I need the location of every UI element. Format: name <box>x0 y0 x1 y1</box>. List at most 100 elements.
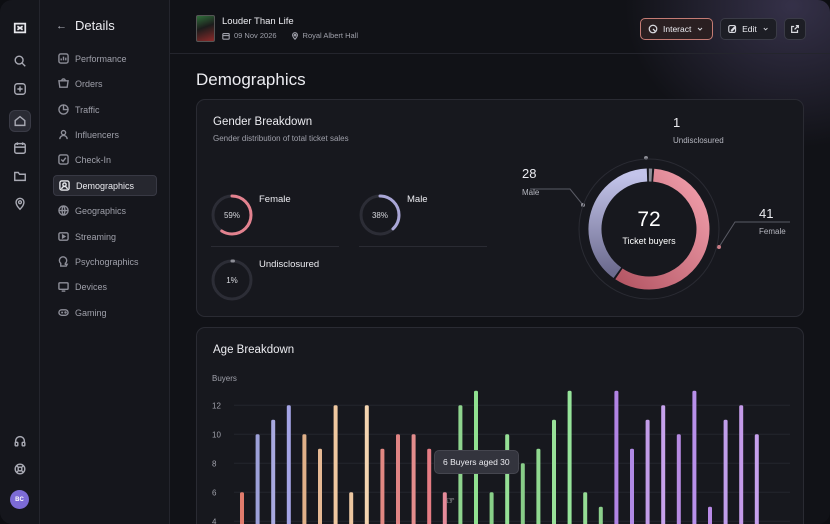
sidebar-item-demographics[interactable]: Demographics <box>53 175 157 196</box>
male-percent: 38% <box>371 210 388 220</box>
details-sidebar: ← Details Performance Orders Traffic Inf… <box>40 0 170 524</box>
performance-icon <box>58 53 69 64</box>
undisclosed-stat: 1% Undisclosured <box>211 259 320 301</box>
add-icon[interactable] <box>9 78 31 100</box>
age-bar[interactable] <box>396 434 400 524</box>
age-bar[interactable] <box>318 448 322 524</box>
age-bar[interactable] <box>552 419 556 524</box>
bar-tooltip: 6 Buyers aged 30 <box>434 450 519 474</box>
male-count: 28 <box>522 166 537 181</box>
sidebar-item-label: Orders <box>75 78 103 89</box>
sidebar-item-check-in[interactable]: Check-In <box>53 149 157 170</box>
headset-icon[interactable] <box>9 430 31 452</box>
age-bar[interactable] <box>349 492 354 524</box>
total-buyers-value: 72 <box>637 208 661 231</box>
age-bar[interactable] <box>286 405 291 524</box>
edit-button[interactable]: Edit <box>720 18 777 40</box>
edit-icon <box>728 25 737 33</box>
sidebar-item-devices[interactable]: Devices <box>53 276 157 297</box>
sidebar-item-psychographics[interactable]: Psychographics <box>53 251 157 272</box>
chevron-down-icon <box>698 27 703 31</box>
age-bar[interactable] <box>567 390 572 524</box>
interact-label: Interact <box>663 24 692 34</box>
age-bar[interactable] <box>645 419 650 524</box>
age-bar[interactable] <box>364 405 369 524</box>
folder-icon[interactable] <box>9 165 31 187</box>
streaming-icon <box>58 232 69 241</box>
y-tick-label: 12 <box>212 401 221 410</box>
age-bar[interactable] <box>380 448 385 524</box>
age-bar[interactable] <box>520 463 525 524</box>
back-arrow-icon[interactable]: ← <box>56 19 67 32</box>
open-external-button[interactable] <box>784 18 806 40</box>
age-bar[interactable] <box>302 434 307 524</box>
sidebar-header: ← Details <box>56 18 115 33</box>
male-ring <box>359 194 401 236</box>
age-bar[interactable] <box>614 390 619 524</box>
sidebar-item-gaming[interactable]: Gaming <box>53 302 157 323</box>
page-title: Demographics <box>196 70 306 89</box>
home-icon[interactable] <box>9 110 31 132</box>
y-tick-label: 8 <box>212 459 217 468</box>
age-bar[interactable] <box>739 405 744 524</box>
female-label: Female <box>259 194 291 205</box>
event-meta: 09 Nov 2026 Royal Albert Hall <box>222 31 358 40</box>
sidebar-item-performance[interactable]: Performance <box>53 48 157 69</box>
sidebar-item-label: Influencers <box>75 129 120 140</box>
event-name: Louder Than Life <box>222 16 294 27</box>
age-bar[interactable] <box>723 419 728 524</box>
age-bar[interactable] <box>598 506 603 524</box>
traffic-icon <box>58 104 69 115</box>
age-bar[interactable] <box>676 434 681 524</box>
age-bar[interactable] <box>583 492 588 524</box>
female-percent: 59% <box>223 210 240 220</box>
undisclosed-label: Undisclosured <box>259 259 320 270</box>
event-poster[interactable] <box>196 15 215 42</box>
sidebar-item-influencers[interactable]: Influencers <box>53 124 157 145</box>
age-bar[interactable] <box>692 390 697 524</box>
undisclosed-count: 1 <box>673 115 681 130</box>
age-bar[interactable] <box>271 419 276 524</box>
undisclosed-percent: 1% <box>226 275 238 285</box>
age-bar[interactable] <box>442 492 447 524</box>
age-bar-chart: Buyers 12 10 8 6 4 <box>212 374 790 524</box>
icon-rail: BC <box>0 0 40 524</box>
donut-callout-lines <box>530 156 790 249</box>
check-in-icon <box>58 154 69 165</box>
age-bar[interactable] <box>661 405 666 524</box>
age-bar[interactable] <box>536 448 541 524</box>
age-bar[interactable] <box>333 405 338 524</box>
calendar-icon[interactable] <box>9 137 31 159</box>
support-icon[interactable] <box>9 458 31 480</box>
gender-card-subtitle: Gender distribution of total ticket sale… <box>213 134 349 143</box>
age-bar[interactable] <box>708 506 712 524</box>
sidebar-item-label: Streaming <box>75 231 117 242</box>
age-bar[interactable] <box>489 492 494 524</box>
age-bar[interactable] <box>630 448 634 524</box>
age-bar[interactable] <box>505 434 510 524</box>
age-bar[interactable] <box>427 448 432 524</box>
logo-icon[interactable] <box>9 17 31 39</box>
search-icon[interactable] <box>9 50 31 72</box>
sidebar-item-orders[interactable]: Orders <box>53 73 157 94</box>
location-icon[interactable] <box>9 193 31 215</box>
total-buyers-label: Ticket buyers <box>622 236 676 246</box>
sidebar-item-label: Psychographics <box>75 256 139 267</box>
age-bar[interactable] <box>754 434 759 524</box>
event-date: 09 Nov 2026 <box>234 31 277 40</box>
donut-segment-male <box>588 168 648 279</box>
sidebar-item-streaming[interactable]: Streaming <box>53 226 157 247</box>
sidebar-item-traffic[interactable]: Traffic <box>53 99 157 120</box>
undisclosed-ring <box>211 259 253 301</box>
sidebar-item-geographics[interactable]: Geographics <box>53 200 157 221</box>
avatar[interactable]: BC <box>10 490 29 509</box>
influencers-icon <box>59 129 68 140</box>
age-bar[interactable] <box>255 434 260 524</box>
age-bar[interactable] <box>411 434 416 524</box>
female-count: 41 <box>759 206 774 221</box>
age-bar[interactable] <box>240 492 244 524</box>
interact-button[interactable]: Interact <box>640 18 713 40</box>
female-stat: 59% Female <box>211 194 291 236</box>
devices-icon <box>58 282 69 292</box>
globe-icon <box>58 205 69 216</box>
